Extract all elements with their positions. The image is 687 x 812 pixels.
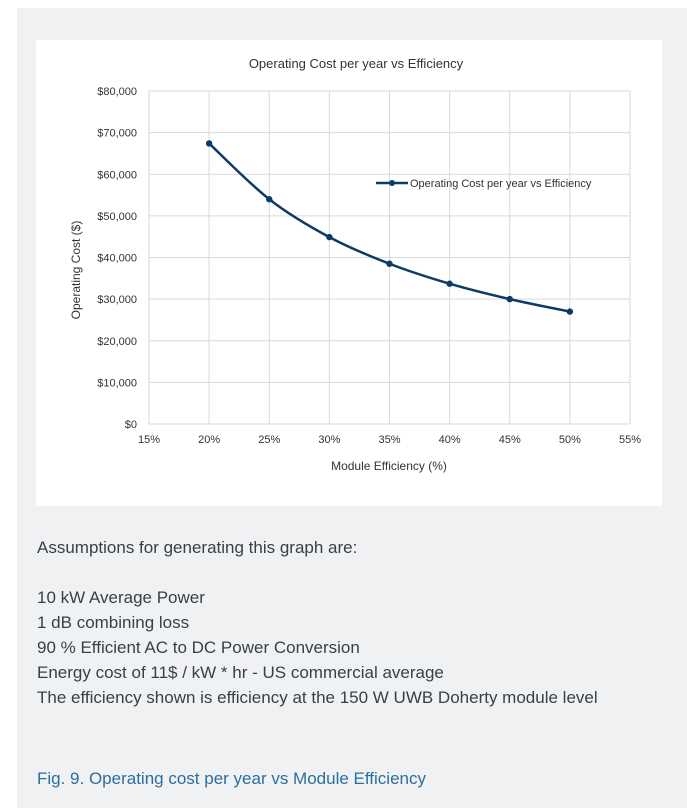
figure-panel: Operating Cost per year vs Efficiency $0…: [17, 8, 687, 808]
x-tick-label: 15%: [138, 434, 160, 446]
x-tick-label: 55%: [619, 434, 641, 446]
x-tick-label: 50%: [559, 434, 581, 446]
data-point: [566, 308, 574, 315]
assumptions-intro: Assumptions for generating this graph ar…: [37, 538, 358, 557]
figure-caption: Fig. 9. Operating cost per year vs Modul…: [37, 769, 426, 788]
legend: Operating Cost per year vs Efficiency: [376, 178, 592, 190]
series-layer: [205, 140, 574, 315]
x-axis-label: Module Efficiency (%): [331, 459, 447, 473]
chart-title: Operating Cost per year vs Efficiency: [249, 56, 464, 71]
x-tick-labels: 15% 20% 25% 30% 35% 40% 45% 50% 55%: [138, 434, 641, 446]
y-tick-label: $70,000: [97, 128, 137, 140]
legend-label: Operating Cost per year vs Efficiency: [410, 178, 592, 190]
y-tick-labels: $0 $10,000 $20,000 $30,000 $40,000 $50,000 $60…: [97, 86, 137, 431]
assumption-item: 90 % Efficient AC to DC Power Conversion: [37, 638, 360, 657]
assumption-item: Energy cost of 11$ / kW * hr - US commer…: [37, 663, 444, 682]
data-point: [506, 295, 513, 303]
x-tick-label: 45%: [499, 434, 521, 446]
legend-point-marker: [389, 180, 395, 186]
data-point: [266, 196, 273, 203]
y-axis-label: Operating Cost ($): [69, 221, 83, 320]
y-tick-label: $60,000: [97, 169, 137, 181]
data-point: [446, 280, 453, 287]
x-tick-label: 25%: [258, 434, 280, 446]
data-point: [326, 233, 333, 241]
y-tick-label: $40,000: [97, 253, 137, 265]
x-tick-label: 20%: [198, 434, 220, 446]
assumption-item: 10 kW Average Power: [37, 588, 205, 607]
y-tick-label: $20,000: [97, 336, 137, 348]
y-tick-label: $10,000: [97, 377, 137, 389]
spacer: [37, 560, 667, 585]
y-tick-label: $80,000: [97, 86, 137, 98]
x-tick-label: 40%: [439, 434, 461, 446]
line-chart: Operating Cost per year vs Efficiency $0…: [69, 56, 641, 473]
assumption-item: 1 dB combining loss: [37, 613, 190, 632]
x-tick-label: 35%: [378, 434, 400, 446]
assumptions-text: Assumptions for generating this graph ar…: [37, 535, 667, 710]
y-tick-label: $30,000: [97, 294, 137, 306]
chart-card: Operating Cost per year vs Efficiency $0…: [36, 40, 662, 506]
data-point: [386, 260, 393, 267]
x-tick-label: 30%: [318, 434, 340, 446]
y-tick-label: $50,000: [97, 211, 137, 223]
data-point: [205, 140, 213, 147]
gridlines: [148, 90, 631, 425]
assumption-item: The efficiency shown is efficiency at th…: [37, 688, 598, 707]
y-tick-label: $0: [125, 419, 137, 431]
